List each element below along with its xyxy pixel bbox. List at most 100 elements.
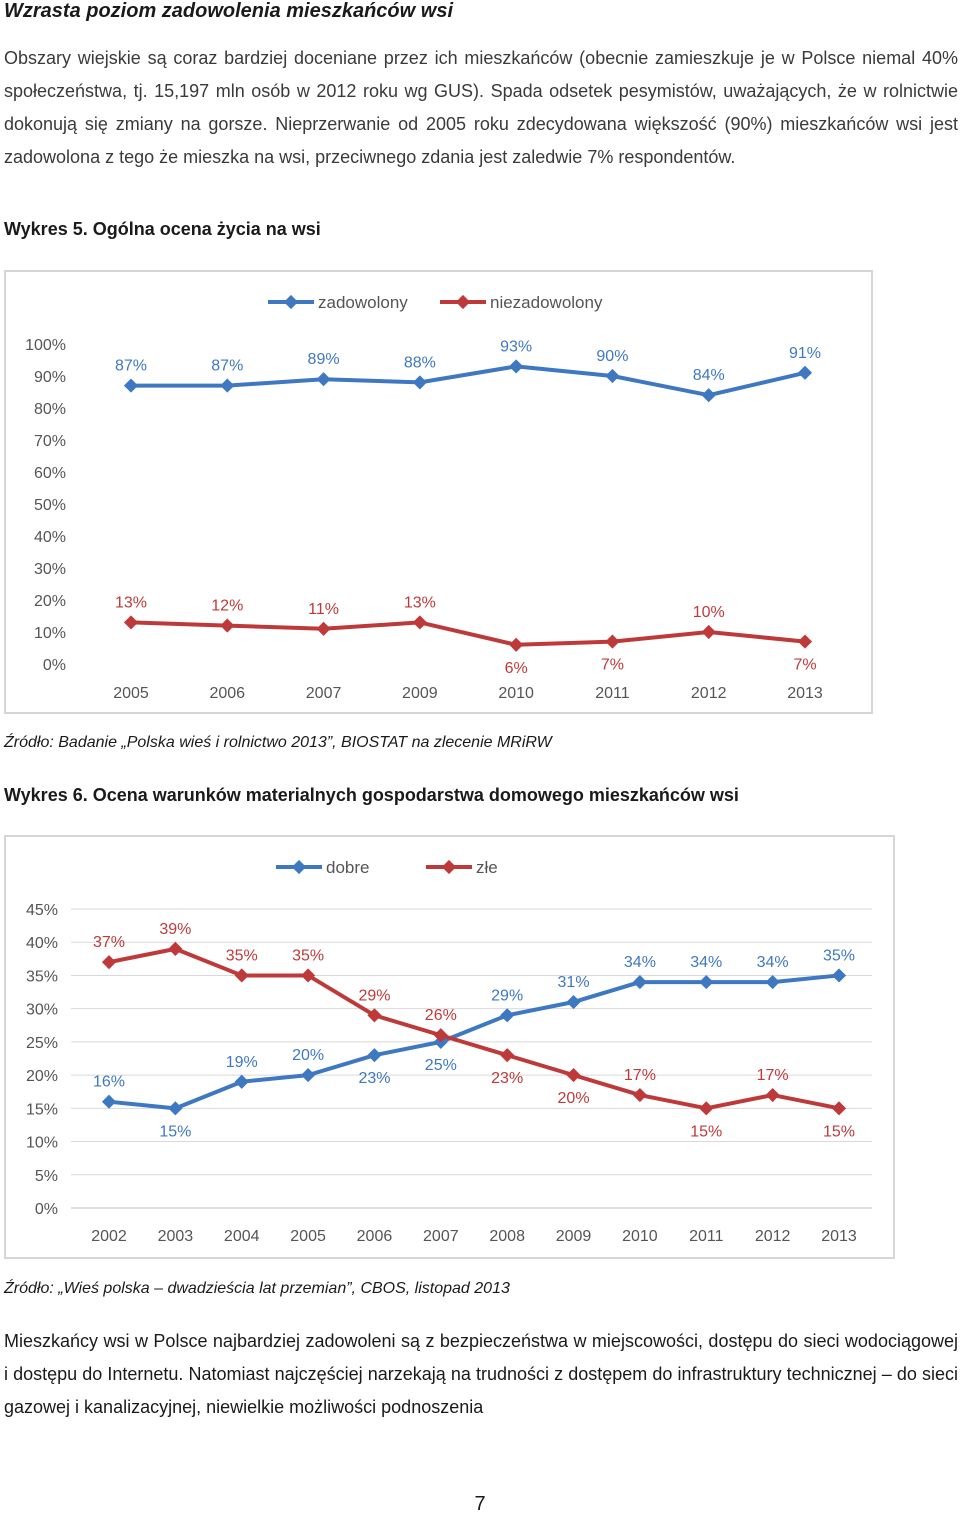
x-tick-label: 2007 xyxy=(423,1228,459,1245)
x-tick-label: 2003 xyxy=(158,1228,194,1245)
data-label-dobre: 15% xyxy=(159,1123,191,1140)
data-label-dobre: 23% xyxy=(358,1070,390,1087)
chart2-source: Źródło: „Wieś polska – dwadzieścia lat p… xyxy=(4,1280,510,1297)
data-point-dobre xyxy=(500,1008,515,1023)
x-tick-label: 2009 xyxy=(402,685,438,702)
data-point-złe xyxy=(101,955,117,970)
data-label-niezadowolony: 13% xyxy=(404,594,436,611)
data-label-dobre: 34% xyxy=(690,954,722,971)
y-tick-label: 35% xyxy=(26,968,58,985)
y-tick-label: 20% xyxy=(26,1068,58,1085)
x-tick-label: 2007 xyxy=(306,685,342,702)
data-point-niezadowolony xyxy=(316,621,331,636)
data-label-dobre: 25% xyxy=(425,1057,457,1074)
data-point-złe xyxy=(566,1068,581,1083)
data-point-niezadowolony xyxy=(220,618,235,633)
x-tick-label: 2013 xyxy=(821,1228,857,1245)
intro-paragraph: Obszary wiejskie są coraz bardziej docen… xyxy=(4,48,958,167)
y-tick-label: 30% xyxy=(26,1002,58,1019)
data-point-złe xyxy=(699,1101,714,1116)
data-point-złe xyxy=(500,1048,515,1063)
series-line-dobre xyxy=(108,973,840,1111)
data-point-zadowolony xyxy=(220,378,235,393)
x-tick-label: 2011 xyxy=(689,1228,724,1245)
y-tick-label: 15% xyxy=(26,1101,58,1118)
data-label-dobre: 19% xyxy=(226,1054,258,1071)
y-tick-label: 70% xyxy=(34,433,66,450)
closing-paragraph: Mieszkańcy wsi w Polsce najbardziej zado… xyxy=(4,1331,958,1417)
data-label-złe: 29% xyxy=(358,987,390,1004)
data-point-niezadowolony xyxy=(123,615,139,630)
series-line-niezadowolony xyxy=(130,620,806,647)
legend-label-złe: złe xyxy=(476,858,498,877)
x-tick-label: 2011 xyxy=(595,685,630,702)
y-tick-label: 20% xyxy=(34,593,66,610)
y-tick-label: 80% xyxy=(34,401,66,418)
x-tick-label: 2012 xyxy=(755,1228,791,1245)
data-label-zadowolony: 87% xyxy=(211,358,243,375)
y-tick-label: 10% xyxy=(26,1135,58,1152)
data-label-niezadowolony: 7% xyxy=(601,657,624,674)
data-point-niezadowolony xyxy=(412,615,427,630)
legend-marker-zadowolony xyxy=(283,294,299,310)
data-label-złe: 20% xyxy=(558,1090,590,1107)
x-tick-label: 2005 xyxy=(290,1228,326,1245)
data-point-niezadowolony xyxy=(701,624,716,640)
legend-marker-niezadowolony xyxy=(455,294,471,310)
chart1-source: Źródło: Badanie „Polska wieś i rolnictwo… xyxy=(4,734,552,751)
x-tick-label: 2009 xyxy=(556,1228,592,1245)
data-label-dobre: 16% xyxy=(93,1074,125,1091)
y-tick-label: 30% xyxy=(34,561,66,578)
legend-label-dobre: dobre xyxy=(326,858,369,877)
data-point-złe xyxy=(765,1087,780,1103)
data-label-złe: 26% xyxy=(425,1007,457,1024)
data-label-zadowolony: 87% xyxy=(115,358,147,375)
legend-label-zadowolony: zadowolony xyxy=(318,293,408,312)
x-tick-label: 2008 xyxy=(489,1228,525,1245)
data-point-zadowolony xyxy=(797,365,813,380)
data-label-dobre: 20% xyxy=(292,1047,324,1064)
x-tick-label: 2010 xyxy=(622,1228,658,1245)
data-point-dobre xyxy=(367,1048,382,1063)
data-point-zadowolony xyxy=(509,359,524,374)
page-number: 7 xyxy=(474,1493,486,1515)
data-label-złe: 35% xyxy=(226,947,258,964)
data-label-złe: 15% xyxy=(823,1123,855,1140)
x-tick-label: 2013 xyxy=(787,685,823,702)
data-label-zadowolony: 90% xyxy=(596,348,628,365)
data-label-złe: 35% xyxy=(292,947,324,964)
data-point-niezadowolony xyxy=(605,634,620,649)
data-label-niezadowolony: 11% xyxy=(308,601,339,618)
chart1-life-assessment: 0% 10% 20% 30% 40% 50% 60% 70% 80% 90% 100% 2005 200… xyxy=(4,270,873,714)
data-point-niezadowolony xyxy=(797,634,813,649)
data-label-niezadowolony: 12% xyxy=(211,598,243,615)
data-label-dobre: 31% xyxy=(558,974,590,991)
y-tick-label: 25% xyxy=(26,1035,58,1052)
data-label-dobre: 29% xyxy=(491,987,523,1004)
data-label-zadowolony: 89% xyxy=(308,351,340,368)
chart2-material-conditions: 0% 5% 10% 15% 20% 25% 30% 35% 40% 45% 2002 2003 2004… xyxy=(4,835,895,1259)
data-point-zadowolony xyxy=(123,378,139,393)
legend-marker-dobre xyxy=(291,859,307,875)
x-tick-label: 2010 xyxy=(498,685,534,702)
y-tick-label: 0% xyxy=(35,1201,58,1218)
y-tick-label: 60% xyxy=(34,465,66,482)
data-point-zadowolony xyxy=(412,375,427,390)
data-label-zadowolony: 93% xyxy=(500,338,532,355)
x-tick-label: 2006 xyxy=(357,1228,393,1245)
data-point-złe xyxy=(301,968,316,983)
data-point-dobre xyxy=(101,1094,117,1109)
data-point-złe xyxy=(367,1008,382,1023)
data-point-zadowolony xyxy=(316,372,331,387)
legend-label-niezadowolony: niezadowolony xyxy=(490,293,603,312)
data-point-złe xyxy=(234,968,249,983)
data-label-złe: 17% xyxy=(624,1067,656,1084)
x-tick-label: 2012 xyxy=(691,685,727,702)
data-point-złe xyxy=(168,941,183,956)
y-tick-label: 10% xyxy=(34,625,66,642)
data-point-dobre xyxy=(168,1101,183,1116)
data-label-złe: 15% xyxy=(690,1123,722,1140)
data-point-złe xyxy=(831,1101,847,1116)
data-label-złe: 37% xyxy=(93,934,125,951)
data-label-niezadowolony: 13% xyxy=(115,594,147,611)
